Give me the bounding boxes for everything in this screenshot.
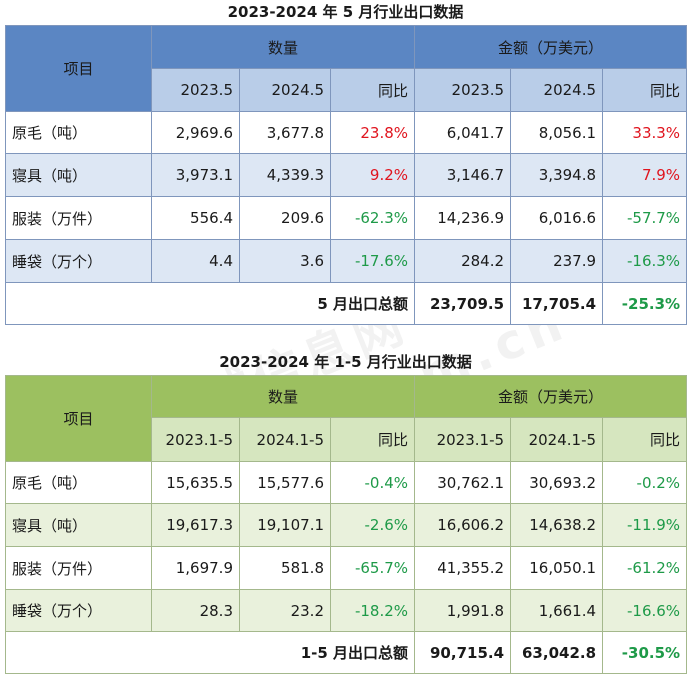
yoy-cell: -62.3% (329, 196, 416, 240)
cell: 209.6 (239, 196, 331, 240)
cell: 237.9 (510, 239, 604, 283)
cell: 14,638.2 (510, 503, 604, 547)
cell: 4.4 (151, 239, 240, 283)
yoy-cell: -65.7% (329, 546, 416, 590)
may-export-table: 项目 数量 金额（万美元） 2023.5 2024.5 同比 2023.5 20… (4, 25, 688, 325)
yoy-cell: -57.7% (602, 196, 688, 240)
cell: 4,339.3 (239, 153, 331, 197)
row-label: 睡袋（万个） (5, 589, 152, 632)
yoy-cell: -0.2% (602, 461, 688, 504)
cell: 16,606.2 (414, 503, 512, 547)
table-row: 服装（万件） 556.4 209.6 -62.3% 14,236.9 6,016… (5, 196, 688, 240)
row-label: 服装（万件） (5, 546, 152, 590)
cell: 3.6 (239, 239, 331, 283)
table-row: 原毛（吨） 2,969.6 3,677.8 23.8% 6,041.7 8,05… (5, 111, 688, 154)
cell: 6,016.6 (510, 196, 604, 240)
item-header: 项目 (5, 375, 152, 462)
total-yoy: -30.5% (602, 631, 688, 674)
yoy-cell: -0.4% (329, 461, 416, 504)
yoy-cell: 9.2% (329, 153, 416, 197)
quantity-header: 数量 (150, 25, 416, 69)
cell: 284.2 (414, 239, 512, 283)
cell: 16,050.1 (510, 546, 604, 590)
cell: 15,635.5 (151, 461, 240, 504)
total-cell: 23,709.5 (414, 282, 512, 325)
cell: 3,677.8 (239, 111, 331, 154)
cell: 1,991.8 (414, 589, 512, 632)
cell: 581.8 (239, 546, 331, 590)
col-header: 2023.1-5 (414, 417, 512, 462)
table1-title: 2023-2024 年 5 月行业出口数据 (227, 3, 464, 21)
yoy-cell: 7.9% (602, 153, 688, 197)
cell: 3,394.8 (510, 153, 604, 197)
total-row: 1-5 月出口总额 90,715.4 63,042.8 -30.5% (4, 631, 688, 674)
yoy-cell: -16.3% (602, 239, 688, 283)
col-header: 2024.1-5 (510, 417, 604, 462)
yoy-cell: -61.2% (602, 546, 688, 590)
table-row: 寝具（吨） 3,973.1 4,339.3 9.2% 3,146.7 3,394… (5, 153, 688, 197)
cell: 3,146.7 (414, 153, 512, 197)
cell: 28.3 (151, 589, 240, 632)
cell: 2,969.6 (151, 111, 240, 154)
cell: 19,617.3 (151, 503, 240, 547)
cell: 1,661.4 (510, 589, 604, 632)
table-row: 原毛（吨） 15,635.5 15,577.6 -0.4% 30,762.1 3… (5, 461, 688, 504)
quantity-header: 数量 (150, 375, 416, 418)
table-row: 寝具（吨） 19,617.3 19,107.1 -2.6% 16,606.2 1… (5, 503, 688, 547)
cell: 3,973.1 (151, 153, 240, 197)
col-header: 同比 (329, 417, 416, 462)
cell: 1,697.9 (151, 546, 240, 590)
yoy-cell: 23.8% (329, 111, 416, 154)
cell: 14,236.9 (414, 196, 512, 240)
table-row: 睡袋（万个） 4.4 3.6 -17.6% 284.2 237.9 -16.3% (5, 239, 688, 283)
table2-title: 2023-2024 年 1-5 月行业出口数据 (219, 353, 472, 371)
yoy-cell: -17.6% (329, 239, 416, 283)
col-header: 2023.1-5 (151, 417, 240, 462)
yoy-cell: -2.6% (329, 503, 416, 547)
cell: 556.4 (151, 196, 240, 240)
cell: 8,056.1 (510, 111, 604, 154)
total-row: 5 月出口总额 23,709.5 17,705.4 -25.3% (4, 282, 688, 325)
yoy-cell: 33.3% (602, 111, 688, 154)
total-cell: 63,042.8 (510, 631, 604, 674)
total-label: 1-5 月出口总额 (4, 631, 416, 674)
amount-header: 金额（万美元） (414, 25, 688, 69)
col-header: 同比 (602, 68, 688, 112)
cell: 15,577.6 (239, 461, 331, 504)
yoy-cell: -11.9% (602, 503, 688, 547)
col-header: 同比 (329, 68, 416, 112)
table-row: 睡袋（万个） 28.3 23.2 -18.2% 1,991.8 1,661.4 … (5, 589, 688, 632)
total-cell: 90,715.4 (414, 631, 512, 674)
cell: 19,107.1 (239, 503, 331, 547)
item-header: 项目 (5, 25, 152, 112)
cell: 30,762.1 (414, 461, 512, 504)
row-label: 寝具（吨） (5, 503, 152, 547)
total-yoy: -25.3% (602, 282, 688, 325)
row-label: 睡袋（万个） (5, 239, 152, 283)
row-label: 服装（万件） (5, 196, 152, 240)
cell: 6,041.7 (414, 111, 512, 154)
yoy-cell: -16.6% (602, 589, 688, 632)
cell: 30,693.2 (510, 461, 604, 504)
col-header: 同比 (602, 417, 688, 462)
col-header: 2023.5 (414, 68, 512, 112)
row-label: 原毛（吨） (5, 461, 152, 504)
col-header: 2024.1-5 (239, 417, 331, 462)
total-cell: 17,705.4 (510, 282, 604, 325)
col-header: 2024.5 (510, 68, 604, 112)
row-label: 原毛（吨） (5, 111, 152, 154)
yoy-cell: -18.2% (329, 589, 416, 632)
amount-header: 金额（万美元） (414, 375, 688, 418)
col-header: 2023.5 (151, 68, 240, 112)
cell: 23.2 (239, 589, 331, 632)
col-header: 2024.5 (239, 68, 331, 112)
row-label: 寝具（吨） (5, 153, 152, 197)
cell: 41,355.2 (414, 546, 512, 590)
jan-may-export-table: 项目 数量 金额（万美元） 2023.1-5 2024.1-5 同比 2023.… (4, 375, 688, 674)
total-label: 5 月出口总额 (4, 282, 416, 325)
table-row: 服装（万件） 1,697.9 581.8 -65.7% 41,355.2 16,… (5, 546, 688, 590)
